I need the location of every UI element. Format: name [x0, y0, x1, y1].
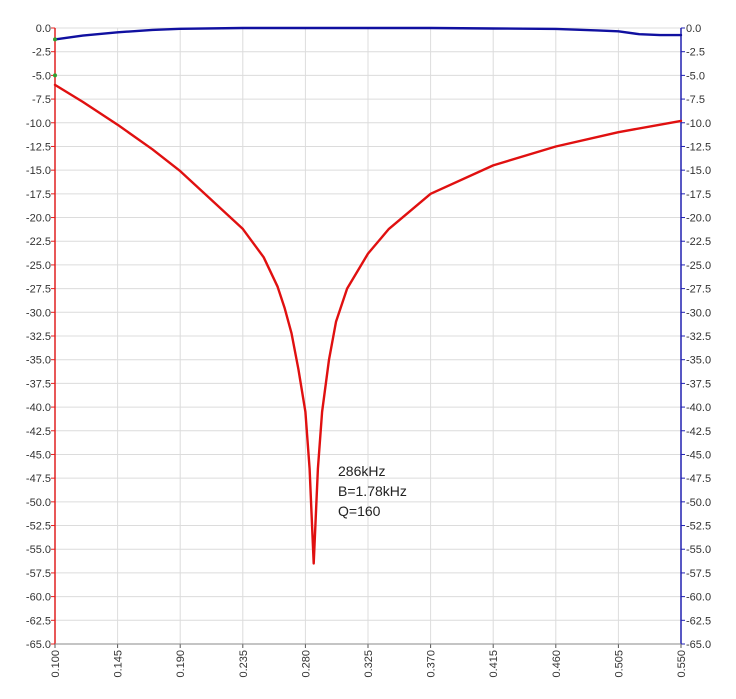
y-left-tick-label: -65.0	[26, 639, 51, 651]
y-left-tick-label: -2.5	[32, 47, 51, 59]
y-right-tick-label: -40.0	[686, 402, 711, 414]
y-right-tick-label: -57.5	[686, 568, 711, 580]
y-right-tick-label: -5.0	[686, 70, 705, 82]
y-right-tick-label: -37.5	[686, 378, 711, 390]
x-tick-label: 0.325	[363, 650, 375, 678]
y-right-tick-label: -47.5	[686, 473, 711, 485]
y-right-tick-label: -65.0	[686, 639, 711, 651]
y-right-tick-label: -22.5	[686, 236, 711, 248]
y-right-tick-label: -17.5	[686, 189, 711, 201]
y-right-tick-label: -2.5	[686, 47, 705, 59]
y-left-tick-label: -32.5	[26, 331, 51, 343]
y-right-tick-label: -62.5	[686, 615, 711, 627]
start-marker-blue	[53, 37, 57, 42]
y-right-tick-label: -32.5	[686, 331, 711, 343]
annotation-block: 286kHz B=1.78kHz Q=160	[338, 463, 407, 519]
y-right-tick-label: -42.5	[686, 426, 711, 438]
y-left-tick-label: -30.0	[26, 307, 51, 319]
y-left-tick-label: 0.0	[36, 23, 51, 35]
y-left-tick-label: -52.5	[26, 521, 51, 533]
y-right-tick-label: -55.0	[686, 544, 711, 556]
y-right-tick-label: -10.0	[686, 118, 711, 130]
y-left-tick-label: -22.5	[26, 236, 51, 248]
y-left-tick-label: -35.0	[26, 355, 51, 367]
x-tick-label: 0.505	[613, 650, 625, 678]
y-left-tick-label: -25.0	[26, 260, 51, 272]
y-right-tick-label: -15.0	[686, 165, 711, 177]
y-right-tick-label: -52.5	[686, 521, 711, 533]
x-axis: 0.100 0.145 0.190 0.235 0.280 0.325 0.370 0.415…	[50, 643, 688, 678]
y-right-tick-label: -7.5	[686, 94, 705, 106]
y-right-tick-label: -12.5	[686, 141, 711, 153]
y-right-tick-label: -35.0	[686, 355, 711, 367]
y-left-tick-label: -27.5	[26, 284, 51, 296]
y-right-tick-label: 0.0	[686, 23, 701, 35]
x-tick-label: 0.550	[676, 650, 688, 678]
annotation-frequency: 286kHz	[338, 463, 385, 479]
y-left-tick-label: -12.5	[26, 141, 51, 153]
y-right-tick-label: -45.0	[686, 449, 711, 461]
y-left-tick-label: -10.0	[26, 118, 51, 130]
x-tick-label: 0.235	[238, 650, 250, 678]
y-left-tick-label: -42.5	[26, 426, 51, 438]
y-left-tick-label: -40.0	[26, 402, 51, 414]
x-tick-label: 0.460	[551, 650, 563, 678]
x-tick-label: 0.190	[175, 650, 187, 678]
series-group	[53, 26, 683, 565]
y-left-tick-label: -62.5	[26, 615, 51, 627]
y-right-tick-label: -25.0	[686, 260, 711, 272]
y-left-tick-label: -7.5	[32, 94, 51, 106]
y-left-tick-label: -20.0	[26, 213, 51, 225]
y-right-tick-label: -20.0	[686, 213, 711, 225]
x-tick-label: 0.100	[50, 650, 62, 678]
y-left-tick-label: -37.5	[26, 378, 51, 390]
y-axis-left: 0.0 -2.5 -5.0 -7.5 -10.0 -12.5 -15.0 -17.5 -20.0…	[26, 23, 56, 651]
y-right-tick-label: -60.0	[686, 592, 711, 604]
y-left-tick-label: -50.0	[26, 497, 51, 509]
y-right-tick-label: -27.5	[686, 284, 711, 296]
grid-lines	[54, 27, 682, 645]
y-left-tick-label: -45.0	[26, 449, 51, 461]
y-left-tick-label: -57.5	[26, 568, 51, 580]
annotation-bandwidth: B=1.78kHz	[338, 483, 407, 499]
series-line-1	[53, 26, 683, 41]
y-left-tick-label: -15.0	[26, 165, 51, 177]
y-left-tick-label: -17.5	[26, 189, 51, 201]
y-left-tick-label: -55.0	[26, 544, 51, 556]
y-right-tick-label: -30.0	[686, 307, 711, 319]
start-marker-red	[53, 73, 57, 78]
y-left-tick-label: -5.0	[32, 70, 51, 82]
x-tick-label: 0.145	[113, 650, 125, 678]
x-tick-label: 0.415	[488, 650, 500, 678]
series-line-0	[53, 83, 683, 565]
x-tick-label: 0.370	[426, 650, 438, 678]
annotation-q: Q=160	[338, 503, 381, 519]
y-left-tick-label: -47.5	[26, 473, 51, 485]
y-axis-right: 0.0 -2.5 -5.0 -7.5 -10.0 -12.5 -15.0 -17.5 -20.0…	[680, 23, 711, 651]
x-tick-label: 0.280	[300, 650, 312, 678]
y-right-tick-label: -50.0	[686, 497, 711, 509]
y-left-tick-label: -60.0	[26, 592, 51, 604]
